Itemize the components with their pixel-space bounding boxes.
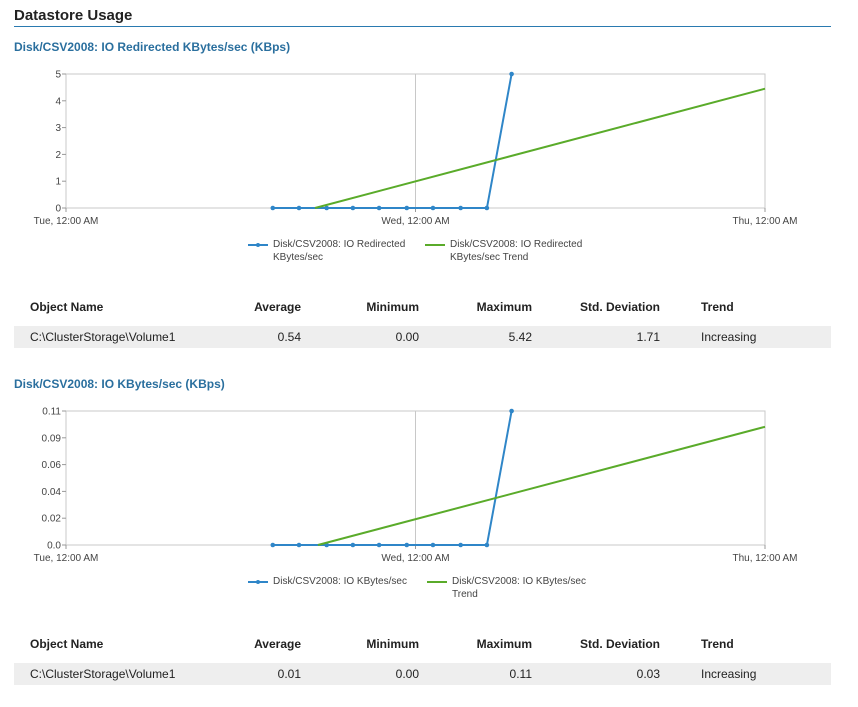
data-point [458, 542, 463, 548]
data-point [270, 205, 276, 211]
chart-io-kbytes: 0.0 0.02 0.04 0.06 0.09 0.11 Tue, 12:00 AM Wed,… [34, 407, 798, 565]
y-tick-label: 4 [55, 96, 61, 107]
y-tick-label: 0.11 [42, 407, 61, 418]
column-header-object-name: Object Name [30, 300, 104, 314]
chart-title: Disk/CSV2008: IO Redirected KBytes/sec (… [14, 40, 291, 54]
legend-label: Disk/CSV2008: IO KBytes/sec [273, 576, 407, 587]
column-header-average: Average [254, 637, 301, 651]
y-tick-label: 0.04 [42, 487, 62, 498]
minimum-cell: 0.00 [395, 667, 419, 681]
data-point [324, 205, 329, 211]
maximum-cell: 0.11 [509, 667, 532, 681]
chart-legend: Disk/CSV2008: IO Redirected KBytes/sec D… [0, 238, 858, 278]
data-point [458, 205, 463, 211]
y-tick-label: 3 [55, 123, 61, 134]
column-header-minimum: Minimum [366, 637, 419, 651]
data-point [430, 542, 436, 548]
legend-item-trend: Disk/CSV2008: IO Redirected KBytes/sec T… [425, 238, 600, 264]
y-tick-label: 1 [55, 177, 61, 188]
x-tick-label: Thu, 12:00 AM [732, 216, 797, 227]
object-name-cell: C:\ClusterStorage\Volume1 [30, 667, 176, 681]
legend-label: Disk/CSV2008: IO Redirected KBytes/sec [273, 239, 406, 263]
std-deviation-cell: 1.71 [636, 330, 660, 344]
x-tick-label: Tue, 12:00 AM [34, 216, 99, 227]
chart-title: Disk/CSV2008: IO KBytes/sec (KBps) [14, 377, 225, 391]
chart-legend: Disk/CSV2008: IO KBytes/sec Disk/CSV2008… [0, 575, 858, 615]
x-tick-label: Wed, 12:00 AM [381, 216, 449, 227]
series-line [272, 410, 513, 546]
y-tick-label: 0.09 [42, 433, 62, 444]
legend-line-marker-icon [248, 238, 268, 250]
legend-item-trend: Disk/CSV2008: IO KBytes/sec Trend [427, 575, 602, 601]
data-point [509, 408, 514, 414]
table-row: C:\ClusterStorage\Volume1 0.54 0.00 5.42… [14, 326, 831, 348]
column-header-maximum: Maximum [476, 300, 532, 314]
y-tick-label: 2 [55, 150, 61, 161]
legend-line-icon [427, 575, 447, 587]
data-point [484, 205, 490, 211]
legend-label: Disk/CSV2008: IO Redirected KBytes/sec T… [450, 239, 583, 263]
object-name-cell: C:\ClusterStorage\Volume1 [30, 330, 176, 344]
data-point [296, 205, 302, 211]
series-line [272, 73, 513, 209]
column-header-maximum: Maximum [476, 637, 532, 651]
average-cell: 0.01 [277, 667, 301, 681]
table-row: C:\ClusterStorage\Volume1 0.01 0.00 0.11… [14, 663, 831, 685]
data-point [376, 542, 382, 548]
data-point [270, 542, 276, 548]
chart-section-redirected: Disk/CSV2008: IO Redirected KBytes/sec (… [0, 40, 858, 370]
x-tick-label: Tue, 12:00 AM [34, 553, 99, 564]
title-divider [14, 26, 831, 27]
data-point [484, 542, 490, 548]
trend-cell: Increasing [701, 330, 757, 344]
y-tick-label: 0.02 [42, 514, 62, 525]
trend-line [317, 425, 766, 546]
y-tick-label: 0.06 [42, 460, 62, 471]
data-point [350, 542, 356, 548]
data-point [296, 542, 302, 548]
column-header-trend: Trend [701, 637, 734, 651]
column-header-std-deviation: Std. Deviation [579, 637, 660, 651]
stats-table-header: Object Name Average Minimum Maximum Std.… [14, 633, 831, 655]
y-tick-label: 0 [55, 204, 61, 215]
data-point [509, 71, 514, 77]
column-header-trend: Trend [701, 300, 734, 314]
legend-item-series: Disk/CSV2008: IO Redirected KBytes/sec [248, 238, 423, 264]
data-point [404, 205, 410, 211]
maximum-cell: 5.42 [508, 330, 532, 344]
x-tick-label: Thu, 12:00 AM [732, 553, 797, 564]
chart-redirected-kbytes: 0 1 2 3 4 5 Tue, 12:00 AM Wed, 12:00 AM Thu, 12:… [34, 70, 798, 228]
data-point [350, 205, 356, 211]
chart-section-io: Disk/CSV2008: IO KBytes/sec (KBps) 0.0 0.… [0, 377, 858, 707]
minimum-cell: 0.00 [395, 330, 419, 344]
trend-cell: Increasing [701, 667, 757, 681]
data-point [376, 205, 382, 211]
data-point [430, 205, 436, 211]
trend-line [314, 87, 766, 209]
data-point [404, 542, 410, 548]
y-tick-label: 5 [55, 70, 61, 81]
page-title: Datastore Usage [14, 7, 133, 24]
x-tick-label: Wed, 12:00 AM [381, 553, 449, 564]
average-cell: 0.54 [277, 330, 301, 344]
stats-table-header: Object Name Average Minimum Maximum Std.… [14, 296, 831, 318]
column-header-object-name: Object Name [30, 637, 104, 651]
legend-item-series: Disk/CSV2008: IO KBytes/sec [248, 575, 423, 588]
column-header-average: Average [254, 300, 301, 314]
legend-label: Disk/CSV2008: IO KBytes/sec Trend [452, 576, 586, 600]
std-deviation-cell: 0.03 [636, 667, 660, 681]
legend-line-icon [425, 238, 445, 250]
column-header-minimum: Minimum [366, 300, 419, 314]
y-tick-label: 0.0 [47, 541, 61, 552]
legend-line-marker-icon [248, 575, 268, 587]
column-header-std-deviation: Std. Deviation [579, 300, 660, 314]
